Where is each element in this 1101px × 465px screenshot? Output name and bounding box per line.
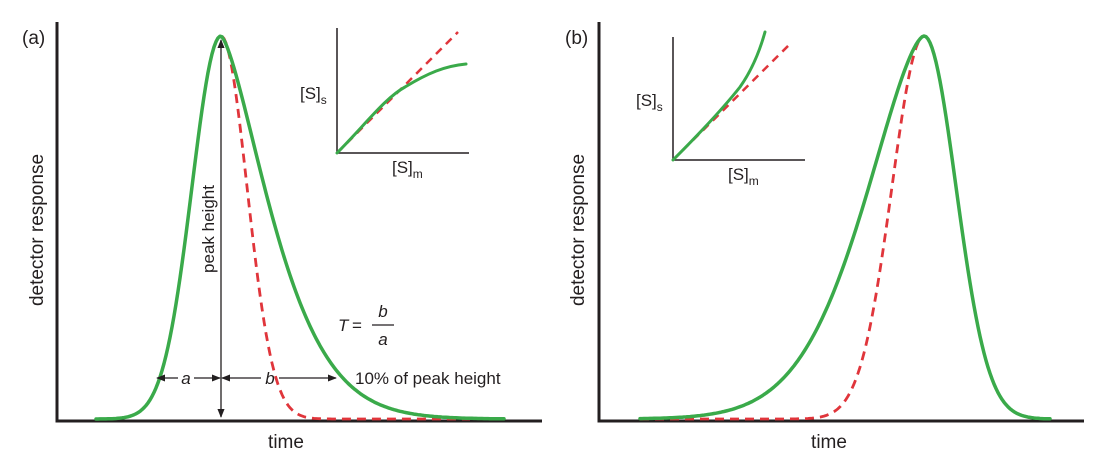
panel-a-label: (a) bbox=[22, 28, 45, 49]
panel-a-tailing-peak bbox=[94, 34, 506, 421]
inset-a-langmuir-isotherm bbox=[335, 62, 468, 155]
tailing-factor-formula: T = b a bbox=[338, 302, 394, 349]
ten-percent-label: 10% of peak height bbox=[355, 369, 501, 388]
panel-b-axes bbox=[597, 22, 1084, 423]
inset-b-x-label: [S]m bbox=[728, 165, 759, 188]
formula-numerator: b bbox=[378, 302, 387, 321]
inset-a-x-label: [S]m bbox=[392, 158, 423, 181]
panel-a-x-axis-label: time bbox=[268, 432, 304, 453]
panel-b-isotherm-inset: [S]s [S]m bbox=[636, 30, 805, 188]
panel-b-ideal-gaussian-peak bbox=[640, 34, 1050, 421]
inset-a-y-label: [S]s bbox=[300, 84, 327, 107]
panel-b-x-axis-label: time bbox=[811, 432, 847, 453]
inset-b-anti-langmuir-isotherm bbox=[671, 30, 767, 162]
formula-denominator: a bbox=[378, 330, 387, 349]
b-width-label: b bbox=[265, 369, 274, 388]
formula-equals: = bbox=[352, 316, 362, 335]
panel-a-axes bbox=[55, 22, 542, 423]
panel-a-y-axis-label: detector response bbox=[27, 154, 48, 306]
panel-a-ideal-gaussian-peak bbox=[96, 34, 470, 421]
panel-a-isotherm-inset: [S]s [S]m bbox=[300, 28, 469, 181]
inset-b-y-label: [S]s bbox=[636, 91, 663, 114]
panel-b-label: (b) bbox=[565, 28, 588, 49]
panel-b: (b) detector response time [S]s [S]m bbox=[565, 22, 1084, 453]
panel-a: (a) detector response time peak height a… bbox=[22, 22, 542, 453]
a-width-label: a bbox=[181, 369, 190, 388]
formula-lhs: T bbox=[338, 316, 350, 335]
panel-b-fronting-peak bbox=[638, 34, 1052, 421]
peak-height-label: peak height bbox=[199, 185, 218, 273]
panel-b-y-axis-label: detector response bbox=[568, 154, 589, 306]
